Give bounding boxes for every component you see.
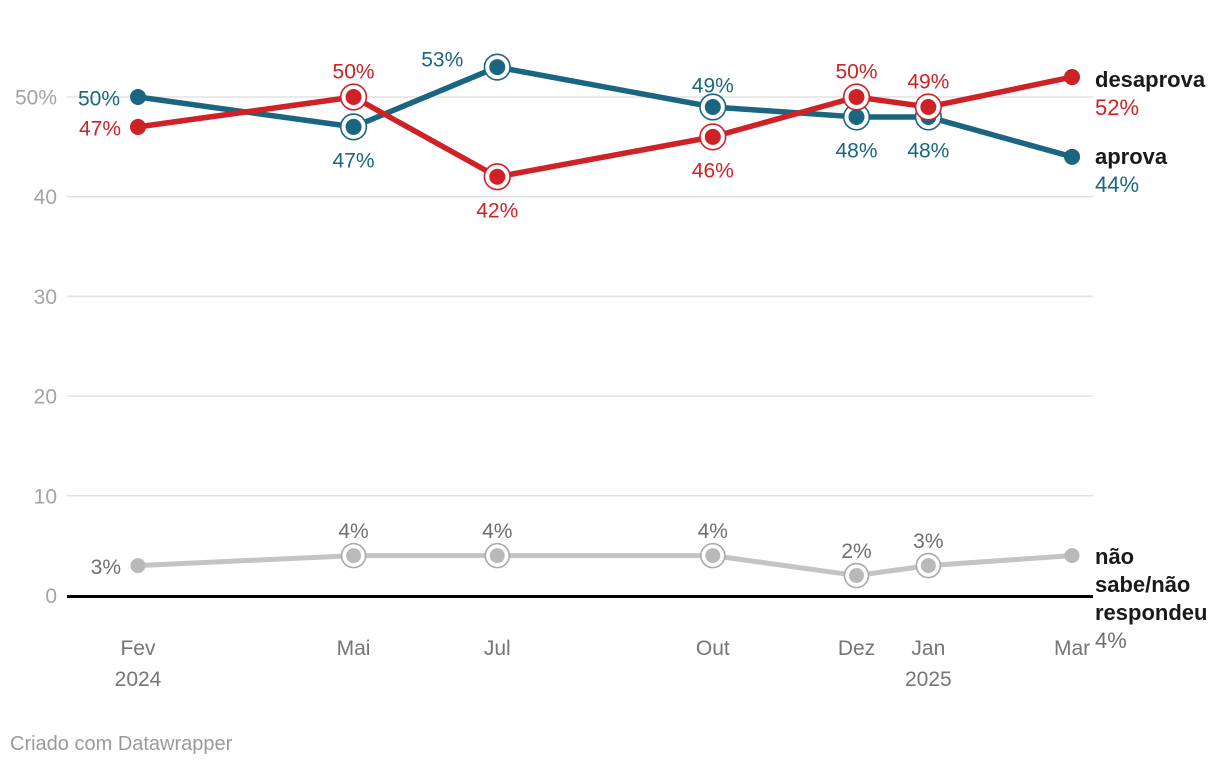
data-point-desaprova[interactable] <box>345 89 362 105</box>
y-tick-label: 30 <box>34 286 57 309</box>
value-label-desaprova: 50% <box>835 61 877 84</box>
data-point-nao_sabe[interactable] <box>849 568 864 584</box>
value-label-nao_sabe: 3% <box>913 530 943 553</box>
x-tick-label: Jan <box>911 637 945 660</box>
data-point-aprova[interactable] <box>345 118 362 135</box>
y-tick-label: 0 <box>45 585 57 608</box>
value-label-desaprova: 49% <box>907 70 949 93</box>
x-tick-label: Out <box>696 637 730 660</box>
data-point-desaprova[interactable] <box>489 168 506 185</box>
data-point-desaprova[interactable] <box>920 98 937 115</box>
legend-desaprova-value: 52% <box>1095 95 1140 120</box>
x-tick-label: Mai <box>337 637 371 660</box>
value-label-aprova: 50% <box>78 88 120 111</box>
data-point-aprova[interactable] <box>130 89 146 105</box>
data-point-aprova[interactable] <box>848 108 865 125</box>
value-label-aprova: 49% <box>692 74 734 97</box>
value-label-nao_sabe: 4% <box>698 520 728 543</box>
data-point-aprova[interactable] <box>489 59 506 76</box>
y-tick-label: 20 <box>34 386 57 409</box>
legend-nao-sabe-label: não sabe/não respondeu <box>1095 544 1208 625</box>
y-tick-label: 10 <box>34 485 57 508</box>
data-point-desaprova[interactable] <box>1064 69 1081 86</box>
x-tick-label: Dez <box>838 637 875 660</box>
legend-aprova-value: 44% <box>1095 172 1140 197</box>
value-label-desaprova: 42% <box>476 199 518 222</box>
data-point-nao_sabe[interactable] <box>346 548 362 564</box>
x-tick-label: Fev <box>120 637 156 660</box>
value-label-nao_sabe: 2% <box>841 540 871 563</box>
y-tick-label: 40 <box>34 186 57 209</box>
legend-aprova: aprova 44% <box>1095 143 1220 199</box>
legend-desaprova: desaprova 52% <box>1095 66 1220 122</box>
y-tick-label: 50% <box>15 87 57 110</box>
data-point-nao_sabe[interactable] <box>130 558 146 574</box>
data-point-nao_sabe[interactable] <box>1064 548 1080 564</box>
x-tick-sublabel: 2024 <box>115 668 162 691</box>
legend-nao-sabe: não sabe/não respondeu 4% <box>1095 543 1215 655</box>
legend-nao-sabe-value: 4% <box>1095 628 1127 653</box>
legend-aprova-label: aprova <box>1095 144 1168 169</box>
x-tick-label: Mar <box>1054 637 1090 660</box>
legend-desaprova-label: desaprova <box>1095 67 1206 92</box>
value-label-nao_sabe: 4% <box>338 520 368 543</box>
value-label-desaprova: 46% <box>692 159 734 182</box>
value-label-desaprova: 47% <box>79 117 121 140</box>
data-point-aprova[interactable] <box>704 98 721 115</box>
data-point-desaprova[interactable] <box>130 118 146 135</box>
value-label-nao_sabe: 3% <box>91 556 121 579</box>
data-point-nao_sabe[interactable] <box>489 548 505 564</box>
value-label-desaprova: 50% <box>333 61 375 84</box>
x-tick-sublabel: 2025 <box>905 668 952 691</box>
attribution-link[interactable]: Criado com Datawrapper <box>10 733 233 755</box>
value-label-aprova: 48% <box>907 139 949 162</box>
value-label-aprova: 53% <box>421 49 463 72</box>
data-point-nao_sabe[interactable] <box>705 548 721 564</box>
data-point-desaprova[interactable] <box>704 128 721 145</box>
value-label-aprova: 48% <box>835 139 877 162</box>
data-point-nao_sabe[interactable] <box>920 558 936 574</box>
data-point-aprova[interactable] <box>1064 148 1081 165</box>
value-label-nao_sabe: 4% <box>482 520 512 543</box>
value-label-aprova: 47% <box>333 149 375 172</box>
x-tick-label: Jul <box>484 637 511 660</box>
data-point-desaprova[interactable] <box>848 89 865 105</box>
